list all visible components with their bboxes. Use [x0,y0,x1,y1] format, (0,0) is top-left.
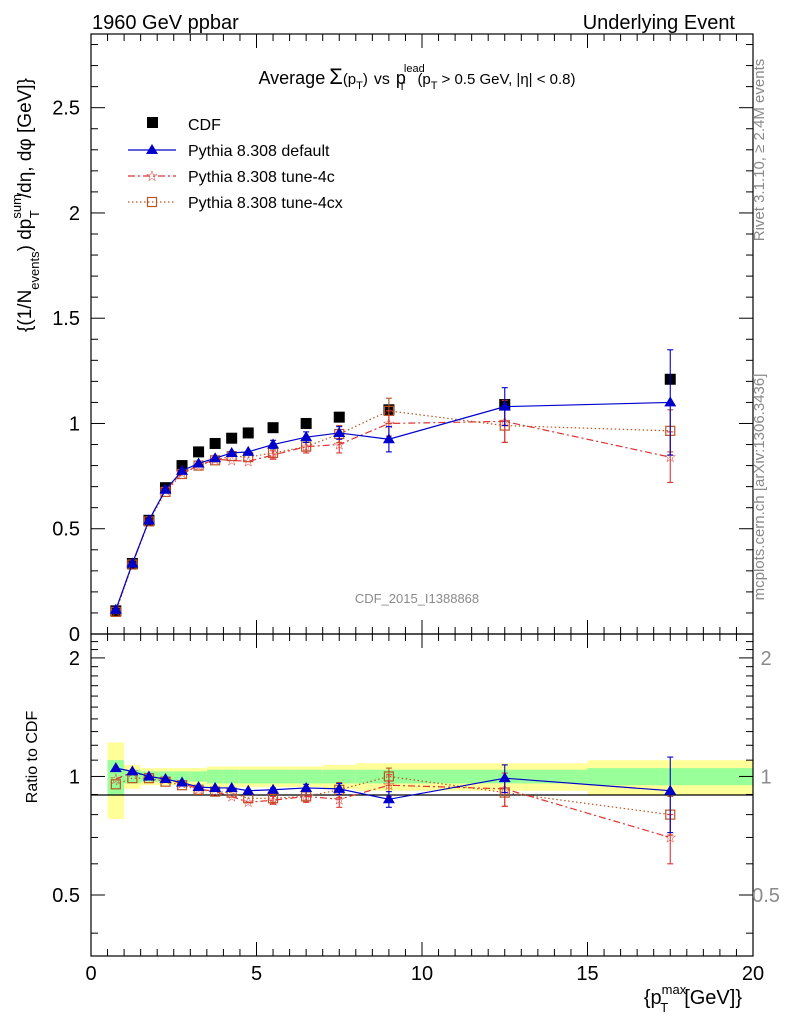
point-default [333,426,346,437]
header-right: Underlying Event [583,12,736,34]
legend-label-tune4c: Pythia 8.308 tune-4c [188,169,335,186]
point-default [142,514,155,525]
point-tune4c: ☆ [382,415,395,432]
x-tick-label: 20 [742,963,764,985]
legend-label-default: Pythia 8.308 default [188,143,330,160]
point-default [498,400,511,411]
point-default [176,464,189,475]
x-tick-label: 0 [85,963,96,985]
point-tune4c: ☆ [299,788,312,805]
point-default [225,781,238,792]
point-default [664,396,677,407]
ratio-y-tick-label-right: 2 [760,648,771,670]
series-line-default [115,401,671,610]
point-tune4c: ☆ [382,777,395,794]
point-tune4c: ☆ [299,439,312,456]
main-panel: ☆☆☆☆☆☆☆☆☆☆☆☆☆☆☆ 0.511.522.50 [52,33,754,646]
point-tune4c: ☆ [333,437,346,454]
point-default [209,781,222,792]
ratio-band-inner [256,769,290,784]
ratio-band-inner [206,769,224,784]
point-default [300,781,313,792]
legend-label-tune4cx: Pythia 8.308 tune-4cx [188,195,343,212]
point-cdf [242,427,254,439]
main-y-tick-label: 1 [69,413,80,435]
ratio-band-inner [322,769,356,784]
y-axis-label-main: {(1/Nevents) dpsum T/dη, dφ [GeV]} [9,78,42,332]
ratio-y-tick-label: 2 [69,648,80,670]
plot-title: Average Σ(pT) vs plead T (pT > 0.5 GeV, |η| < … [258,63,575,93]
point-cdf [267,422,279,434]
ratio-band-inner [239,769,257,784]
legend-marker-tune4c: ☆ [145,168,158,185]
point-cdf [193,446,205,458]
main-y-tick-label: 2 [69,203,80,225]
point-default [267,438,280,449]
point-default [242,784,255,795]
point-tune4c: ☆ [266,447,279,464]
ratio-y-tick-label: 1 [69,766,80,788]
point-default [300,431,313,442]
point-default [109,762,122,773]
point-tune4c: ☆ [664,829,677,846]
x-axis-label: {pmax T [GeV]} [644,982,742,1015]
main-y-tick-label: 0 [69,624,80,646]
point-default [159,483,172,494]
point-default [382,433,395,444]
point-default [142,770,155,781]
point-default [192,781,205,792]
analysis-watermark: CDF_2015_I1388868 [355,591,479,606]
point-default [192,457,205,468]
point-tune4c: ☆ [241,794,254,811]
point-cdf [226,432,238,444]
ratio-band-inner [223,769,240,784]
ratio-y-tick-label: 0.5 [52,885,80,907]
point-default [382,793,395,804]
point-default [209,452,222,463]
rivet-label: Rivet 3.1.10, ≥ 2.4M events [751,59,768,242]
point-default [333,782,346,793]
point-cdf [333,411,345,423]
point-default [126,765,139,776]
legend: CDF Pythia 8.308 default ☆ Pythia 8.308 … [128,117,343,212]
point-tune4c: ☆ [664,449,677,466]
legend-label-cdf: CDF [188,117,221,134]
main-y-tick-label: 2.5 [52,98,80,120]
point-default [225,446,238,457]
mcplots-label: mcplots.cern.ch [arXiv:1306.3436] [751,374,768,601]
point-cdf [300,417,312,429]
x-tick-label: 10 [411,963,433,985]
point-tune4cx [110,779,121,790]
ratio-y-tick-label-right: 0.5 [752,885,780,907]
y-axis-label-ratio: Ratio to CDF [24,711,41,804]
point-default [664,784,677,795]
point-cdf [209,437,221,449]
point-default [159,773,172,784]
ratio-band-inner [173,771,191,782]
point-tune4c: ☆ [225,788,238,805]
ratio-y-tick-label-right: 1 [760,766,771,788]
x-tick-label: 5 [251,963,262,985]
main-y-tick-label: 1.5 [52,308,80,330]
point-default [498,772,511,783]
point-default [109,603,122,614]
point-tune4c: ☆ [333,791,346,808]
point-default [267,783,280,794]
legend-marker-default [146,144,158,154]
point-tune4c: ☆ [109,771,122,788]
x-tick-label: 15 [576,963,598,985]
ratio-band-inner [289,769,323,784]
point-tune4c: ☆ [266,792,279,809]
point-default [176,776,189,787]
point-tune4c: ☆ [241,453,254,470]
header-left: 1960 GeV ppbar [92,12,239,34]
legend-marker-tune4cx [146,196,158,208]
legend-marker-cdf [147,117,158,128]
ratio-band-inner [190,771,207,782]
point-default [126,557,139,568]
point-default [242,445,255,456]
main-y-tick-label: 0.5 [52,519,80,541]
